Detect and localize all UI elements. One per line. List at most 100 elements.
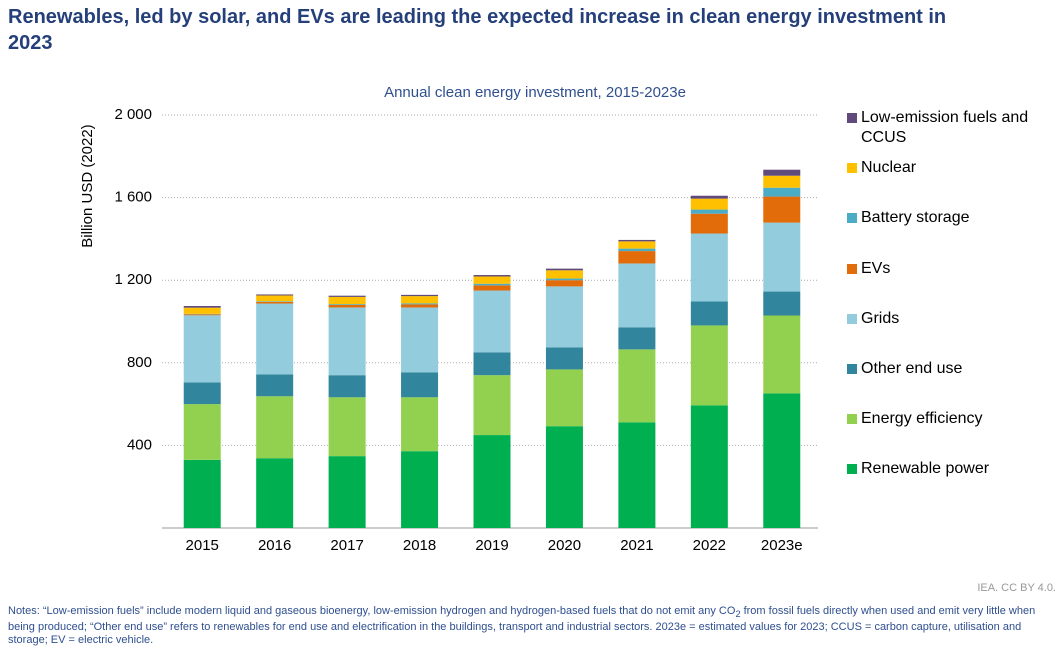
bar-segment <box>618 263 656 328</box>
y-axis-label: Billion USD (2022) <box>79 124 96 247</box>
bar-segment <box>183 404 221 460</box>
legend-label: Battery storage <box>861 209 970 227</box>
bar-segment <box>328 307 366 376</box>
notes-text: from fossil fuels directly when used and… <box>8 605 1036 647</box>
bar-segment <box>473 375 511 436</box>
bar-segment <box>763 187 801 197</box>
bar-segment <box>401 304 439 308</box>
bar-segment <box>473 276 511 284</box>
bar-segment <box>473 285 511 291</box>
bar-segment <box>545 268 583 271</box>
y-tick-label: 400 <box>127 436 152 453</box>
x-tick-label: 2021 <box>620 537 653 554</box>
legend-item: Low-emission fuels and CCUS <box>847 108 1047 148</box>
bar-segment <box>401 296 439 304</box>
bar-segment <box>328 304 366 305</box>
bar-segment <box>618 239 656 242</box>
bar-segment <box>401 307 439 373</box>
x-tick-label: 2019 <box>475 537 508 554</box>
credit: IEA. CC BY 4.0. <box>977 582 1056 594</box>
bar-segment <box>401 451 439 528</box>
bar-segment <box>256 396 294 459</box>
bar-segment <box>618 349 656 423</box>
legend-item: Nuclear <box>847 158 916 178</box>
legend-swatch <box>847 263 857 274</box>
bar-segment <box>618 251 656 264</box>
bar-segment <box>183 459 221 528</box>
bar-segment <box>545 426 583 528</box>
legend-swatch <box>847 464 857 475</box>
bar-segment <box>473 435 511 528</box>
bar-segment <box>183 382 221 405</box>
legend-item: EVs <box>847 259 890 279</box>
bar-segment <box>183 314 221 316</box>
bar-segment <box>473 275 511 277</box>
legend-swatch <box>847 313 857 324</box>
x-tick-label: 2015 <box>186 537 219 554</box>
legend-item: Other end use <box>847 359 962 379</box>
bar-segment <box>618 248 656 252</box>
bar-segment <box>473 352 511 376</box>
bar-segment <box>763 393 801 528</box>
bar-segment <box>328 296 366 305</box>
bar-segment <box>183 315 221 383</box>
legend-item: Grids <box>847 309 899 329</box>
legend-swatch <box>847 364 857 374</box>
bar-segment <box>763 291 801 316</box>
bar-segment <box>545 369 583 427</box>
legend-swatch <box>847 213 857 224</box>
x-tick-label: 2017 <box>330 537 363 554</box>
bar-segment <box>401 397 439 452</box>
bar-segment <box>256 458 294 528</box>
bar-segment <box>401 294 439 297</box>
bar-segment <box>690 301 728 326</box>
bar-segment <box>256 303 294 375</box>
legend-label: Renewable power <box>861 460 990 478</box>
bar-segment <box>690 325 728 406</box>
bar-segment <box>401 303 439 305</box>
bar-segment <box>618 327 656 350</box>
legend-label: Low-emission fuels and CCUS <box>861 109 1029 146</box>
notes: Notes: “Low-emission fuels” include mode… <box>8 605 1056 647</box>
bar-segment <box>183 307 221 314</box>
x-tick-label: 2016 <box>258 537 291 554</box>
notes-text: Notes: “Low-emission fuels” include mode… <box>8 605 736 617</box>
bar-segment <box>256 294 294 296</box>
bar-segment <box>763 196 801 223</box>
bar-segment <box>690 195 728 199</box>
bar-segment <box>256 374 294 397</box>
bar-segment <box>545 280 583 287</box>
x-tick-label: 2023e <box>761 537 803 554</box>
legend-item: Energy efficiency <box>847 409 983 429</box>
legend-swatch <box>847 414 857 425</box>
bar-segment <box>763 315 801 394</box>
bar-segment <box>690 198 728 210</box>
bar-segment <box>473 290 511 353</box>
bar-segment <box>328 397 366 457</box>
legend-swatch <box>847 163 857 174</box>
bar-segment <box>545 286 583 348</box>
bar-segment <box>328 375 366 398</box>
chart: Annual clean energy investment, 2015-202… <box>79 84 818 554</box>
x-tick-label: 2018 <box>403 537 436 554</box>
x-tick-label: 2020 <box>548 537 581 554</box>
bar-segment <box>690 209 728 214</box>
bar-segment <box>618 422 656 528</box>
chart-title: Renewables, led by solar, and EVs are le… <box>8 6 947 54</box>
bar-segment <box>183 306 221 308</box>
y-tick-label: 1 200 <box>114 271 152 288</box>
bar-segment <box>328 304 366 308</box>
bar-segment <box>545 270 583 279</box>
bar-segment <box>256 301 294 304</box>
legend-label: Energy efficiency <box>861 410 983 428</box>
bar-segment <box>690 213 728 234</box>
bar-segment <box>763 222 801 292</box>
y-tick-label: 800 <box>127 354 152 371</box>
x-tick-label: 2022 <box>693 537 726 554</box>
bar-segment <box>401 372 439 398</box>
legend-label: Nuclear <box>861 159 917 177</box>
bar-segment <box>763 169 801 176</box>
legend-item: Battery storage <box>847 208 970 228</box>
notes-subscript: 2 <box>735 609 741 620</box>
